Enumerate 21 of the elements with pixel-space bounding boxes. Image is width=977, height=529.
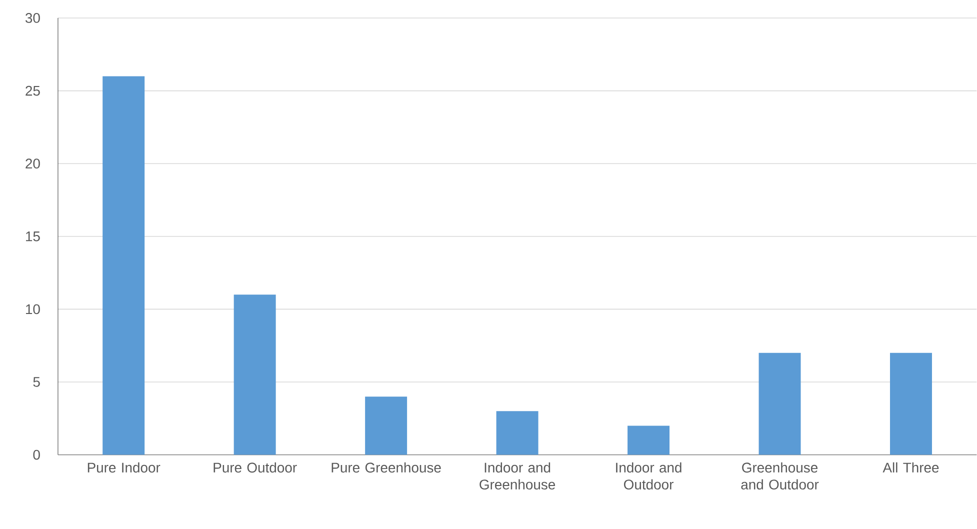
- y-tick-label: 15: [26, 232, 40, 242]
- y-tick-label: 30: [25, 13, 40, 24]
- x-tick-label: All Three: [882, 462, 939, 473]
- bar: [102, 76, 145, 455]
- x-tick-label: Indoor and Greenhouse: [480, 462, 556, 490]
- bar: [234, 294, 276, 455]
- x-tick-label: Indoor and Outdoor: [616, 462, 682, 490]
- y-tick-label: 10: [26, 304, 40, 314]
- bar: [758, 352, 801, 455]
- y-tick-label: 5: [33, 377, 40, 387]
- bar: [628, 426, 670, 455]
- bar: [496, 411, 538, 455]
- x-tick-label: Pure Greenhouse: [332, 462, 441, 473]
- x-tick-label: Pure Indoor: [88, 462, 160, 473]
- x-tick-label: Pure Outdoor: [214, 462, 297, 473]
- y-tick-label: 25: [26, 86, 40, 96]
- bar: [890, 352, 932, 455]
- x-tick-label: Greenhouse and Outdoor: [741, 462, 819, 490]
- bar: [365, 396, 408, 455]
- y-tick-label: 20: [26, 158, 40, 169]
- y-tick-label: 0: [33, 450, 40, 460]
